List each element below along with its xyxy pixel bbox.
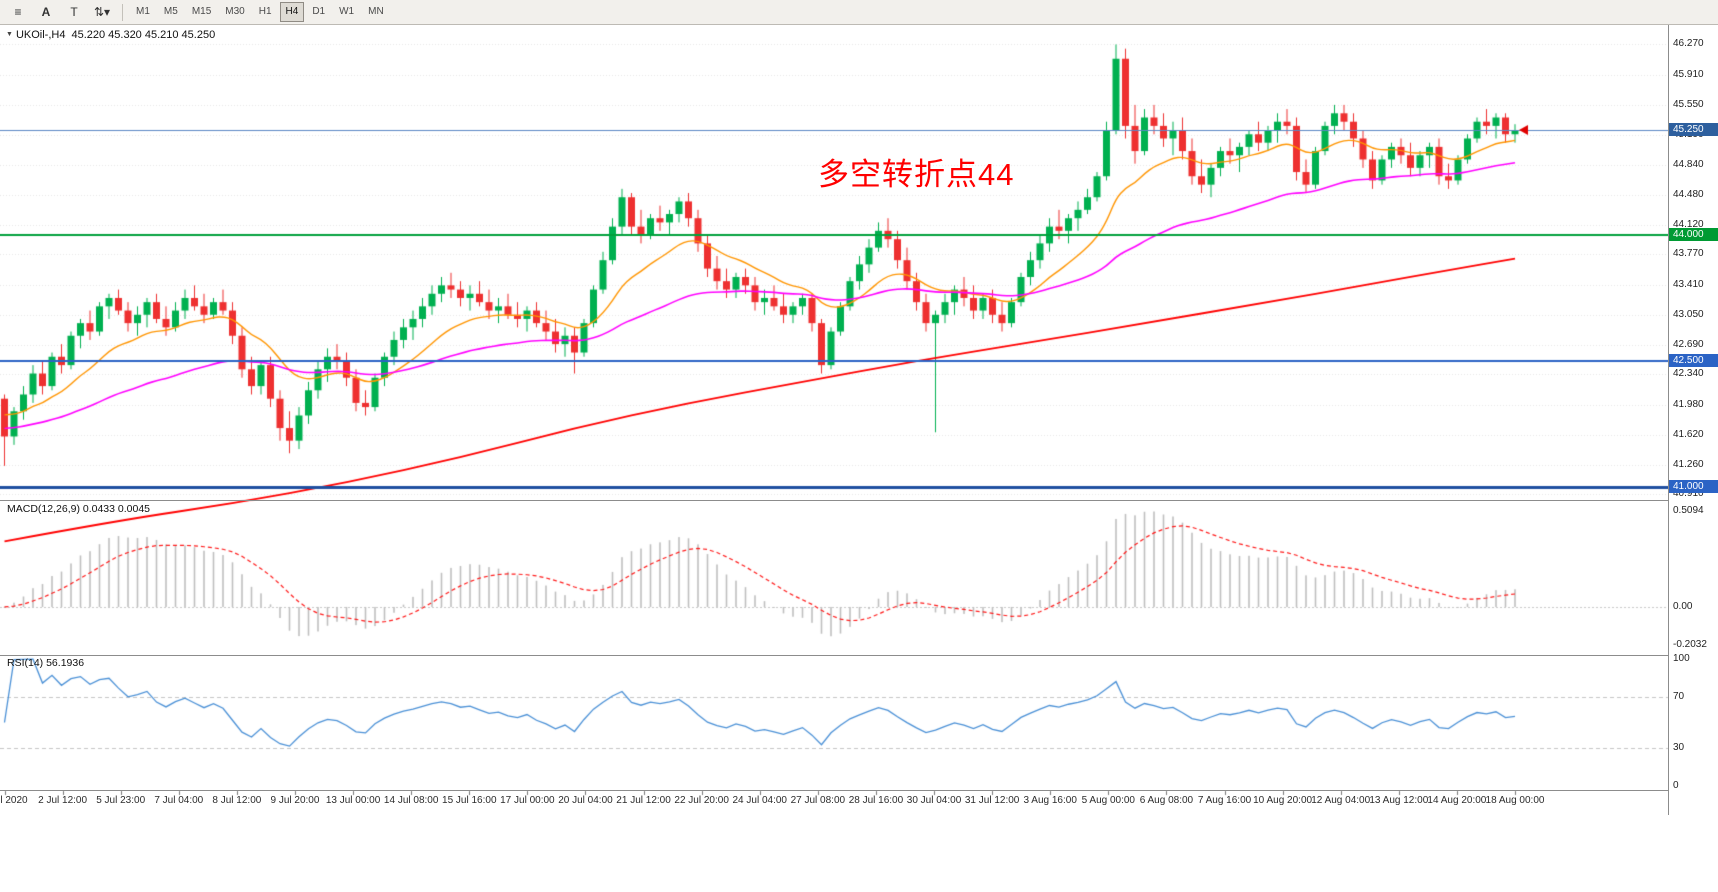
price-axis-label: 45.910 [1673,68,1704,80]
time-axis-label: 22 Jul 20:00 [674,795,729,806]
time-axis-label: 31 Jul 12:00 [964,795,1020,806]
timeframe-h4[interactable]: H4 [279,2,305,22]
time-axis-label: 1 Jul 2020 [0,795,28,806]
price-axis-label: 46.270 [1673,38,1704,50]
rsi-axis-label: 100 [1673,653,1690,664]
time-axis-label: 5 Aug 00:00 [1081,795,1135,806]
timeframe-d1[interactable]: D1 [312,6,326,17]
symbol-title: ▼ UKOil-,H4 45.220 45.320 45.210 45.250 [6,29,215,41]
time-axis-label: 5 Jul 23:00 [96,795,146,806]
price-axis-label: 42.690 [1673,338,1704,350]
macd-label: MACD(12,26,9) 0.0433 0.0045 [7,503,151,515]
price-axis-label: 41.980 [1673,398,1704,410]
time-axis-label: 13 Aug 12:00 [1369,795,1429,806]
time-axis-label: 18 Aug 00:00 [1485,795,1545,806]
time-axis-label: 8 Jul 12:00 [212,795,262,806]
toolbar: ≡ A T ⇅▾ M1 M5 M15 M30 H1 H4 D1 W1 MN [0,0,1718,25]
price-axis-label: 42.340 [1673,368,1704,380]
panel-separator-rsi[interactable] [0,655,1718,656]
lines-tool-icon[interactable]: ≡ [14,5,22,19]
rsi-axis-label: 70 [1673,691,1685,703]
timeframe-m15[interactable]: M15 [191,6,212,17]
price-axis-label: 43.410 [1673,278,1704,290]
price-axis-label: 44.840 [1673,158,1704,170]
price-axis-label: 44.120 [1673,218,1704,230]
time-axis-label: 21 Jul 12:00 [616,795,671,806]
price-tag-45.250: 45.250 [1669,123,1718,137]
price-tag-41.000: 41.000 [1669,479,1718,493]
ohlc-values: 45.220 45.320 45.210 45.250 [71,29,216,41]
price-axis[interactable]: 46.27045.91045.55045.19044.84044.48044.1… [1668,25,1718,815]
time-axis-label: 13 Jul 00:00 [325,795,381,806]
time-axis-label: 20 Jul 04:00 [558,795,613,806]
chart-annotation-text[interactable]: 多空转折点44 [818,157,1015,192]
macd-axis-label: 0.00 [1673,600,1693,612]
time-axis-separator [0,790,1718,791]
toolbar-separator [122,3,123,21]
time-axis-label: 2 Jul 12:00 [38,795,88,806]
timeframe-m30[interactable]: M30 [225,6,245,17]
macd-axis-label: 0.5094 [1673,505,1704,517]
timeframe-group: M1 M5 M15 M30 H1 H4 D1 W1 MN [129,0,391,24]
time-axis-label: 10 Aug 20:00 [1253,795,1313,806]
collapse-icon[interactable]: ▼ [6,31,13,38]
macd-axis-label: -0.2032 [1673,639,1707,651]
timeframe-w1[interactable]: W1 [339,6,355,17]
price-axis-label: 41.260 [1673,459,1704,470]
chart-area: ▼ UKOil-,H4 45.220 45.320 45.210 45.250 多空… [0,25,1668,815]
time-axis-label: 12 Aug 04:00 [1311,795,1371,806]
price-tag-44.000: 44.000 [1669,228,1718,241]
time-axis-label: 30 Jul 04:00 [906,795,962,806]
time-axis-label: 27 Jul 08:00 [790,795,846,806]
time-axis-label: 14 Aug 20:00 [1427,795,1487,806]
rsi-axis-label: 0 [1673,780,1679,791]
chart-canvas[interactable] [0,25,1668,815]
price-axis-label: 45.550 [1673,98,1704,110]
time-axis-label: 7 Aug 16:00 [1197,795,1252,806]
timeframe-h1[interactable]: H1 [258,6,272,17]
time-axis-label: 28 Jul 16:00 [848,795,904,806]
arrows-tool-icon[interactable]: ⇅▾ [93,5,111,19]
rsi-label: RSI(14) 56.1936 [7,657,85,669]
time-axis[interactable]: 1 Jul 2020 2 Jul 12:00 5 Jul 23:00 7 Jul 04… [0,793,1668,815]
price-axis-label: 40.910 [1673,488,1704,500]
time-axis-label: 17 Jul 00:00 [500,795,555,806]
price-axis-label: 43.770 [1673,248,1704,260]
time-axis-label: 3 Aug 16:00 [1023,795,1077,806]
text-tool-icon[interactable]: A [41,5,51,19]
timeframe-mn[interactable]: MN [368,6,384,17]
label-tool-icon[interactable]: T [70,5,78,19]
price-axis-label: 43.050 [1673,308,1704,320]
timeframe-m1[interactable]: M1 [136,6,150,17]
drawing-tools-group: ≡ A T ⇅▾ [4,0,116,24]
price-axis-label: 44.480 [1673,188,1704,200]
price-tag-42.500: 42.500 [1669,353,1718,367]
time-axis-label: 24 Jul 04:00 [732,795,788,806]
time-axis-label: 15 Jul 16:00 [442,795,497,806]
symbol-name: UKOil-,H4 [15,29,66,41]
panel-separator-macd[interactable] [0,500,1718,501]
rsi-axis-label: 30 [1673,741,1685,753]
timeframe-m5[interactable]: M5 [163,6,178,17]
time-axis-label: 9 Jul 20:00 [270,795,320,806]
time-axis-label: 14 Jul 08:00 [383,795,439,806]
price-axis-label: 41.620 [1673,428,1704,440]
time-axis-label: 7 Jul 04:00 [154,795,204,806]
time-axis-label: 6 Aug 08:00 [1139,795,1194,806]
